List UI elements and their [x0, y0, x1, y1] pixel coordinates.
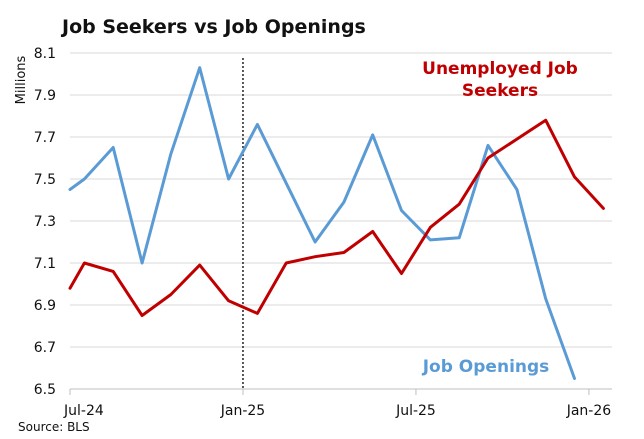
chart-title: Job Seekers vs Job Openings [62, 16, 366, 38]
series-label-line: Unemployed Job [422, 59, 578, 79]
y-tick-labels: 6.5 6.7 6.9 7.1 7.3 7.5 7.7 7.9 8.1 [34, 46, 56, 398]
series-label-line: Seekers [462, 81, 538, 101]
series-label-unemployed-job-seekers: Unemployed Job Seekers [422, 59, 578, 101]
x-tick-labels: Jul-24 Jan-25 Jul-25 Jan-26 [63, 389, 611, 419]
y-tick-label: 6.5 [34, 382, 56, 398]
y-tick-label: 7.1 [34, 256, 56, 272]
y-tick-label: 7.3 [34, 214, 56, 230]
y-tick-label: 7.7 [34, 130, 56, 146]
x-tick-label: Jan-25 [220, 403, 265, 419]
y-tick-label: 7.5 [34, 172, 56, 188]
series-line-job-openings [68, 66, 576, 380]
y-tick-label: 7.9 [34, 88, 56, 104]
y-tick-label: 6.7 [34, 340, 56, 356]
y-tick-label: 6.9 [34, 298, 56, 314]
series-label-job-openings: Job Openings [422, 357, 550, 377]
series-line-unemployed-job-seekers [68, 118, 605, 317]
series-lines [68, 66, 605, 380]
gridlines [70, 52, 612, 348]
x-tick-label: Jul-24 [63, 403, 104, 419]
y-tick-label: 8.1 [34, 46, 56, 62]
x-tick-label: Jan-26 [566, 403, 612, 419]
chart-source-note: Source: BLS [18, 420, 90, 434]
x-tick-label: Jul-25 [395, 403, 436, 419]
y-axis-label: Millions [14, 55, 29, 104]
series-label-line: Job Openings [422, 357, 550, 377]
